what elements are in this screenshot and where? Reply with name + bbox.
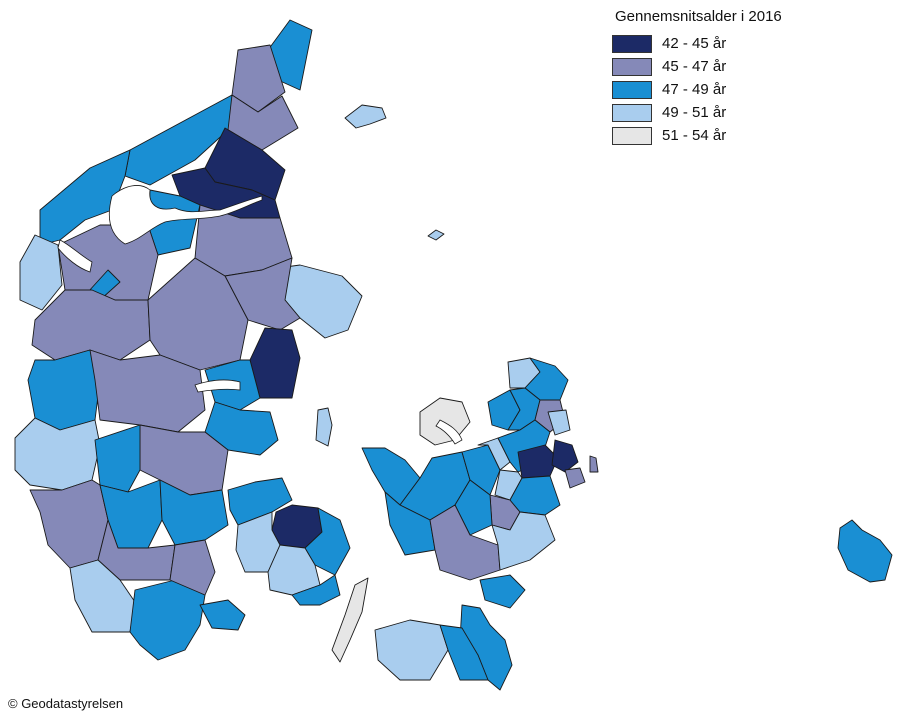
municipality (419, 397, 471, 446)
limfjord (108, 185, 263, 245)
municipality (199, 599, 246, 631)
municipality (14, 417, 101, 491)
island-anholt (427, 229, 445, 241)
municipality (27, 349, 101, 431)
municipality (439, 624, 489, 681)
fjord (435, 419, 463, 445)
municipality (19, 234, 63, 311)
copyright-credit: © Geodatastyrelsen (8, 696, 124, 711)
legend-label: 47 - 49 år (662, 81, 727, 98)
municipality (169, 539, 216, 596)
municipality (129, 579, 206, 661)
zealand (361, 357, 599, 691)
municipality (227, 477, 293, 526)
island-bornholm (837, 519, 893, 583)
legend-item: 45 - 47 år (612, 55, 812, 78)
legend-swatch (612, 80, 652, 99)
municipality (291, 574, 341, 606)
legend-label: 49 - 51 år (662, 104, 727, 121)
municipality (29, 479, 109, 569)
inland-water (57, 185, 463, 445)
municipality (589, 455, 599, 473)
municipality (491, 511, 556, 571)
legend-title: Gennemsnitsalder i 2016 (615, 8, 782, 25)
jutland (14, 19, 363, 661)
fjord (57, 239, 93, 273)
legend-item: 49 - 51 år (612, 101, 812, 124)
island-samso (315, 407, 333, 447)
legend-label: 42 - 45 år (662, 35, 727, 52)
municipality (461, 444, 501, 496)
legend-swatch (612, 126, 652, 145)
legend-item: 42 - 45 år (612, 32, 812, 55)
legend-swatch (612, 34, 652, 53)
municipality (267, 544, 321, 596)
municipality (479, 574, 526, 609)
funen (227, 477, 369, 663)
islands (315, 104, 893, 583)
legend-label: 51 - 54 år (662, 127, 727, 144)
municipality (547, 409, 571, 436)
legend-item: 47 - 49 år (612, 78, 812, 101)
legend-item: 51 - 54 år (612, 124, 812, 147)
legend-label: 45 - 47 år (662, 58, 727, 75)
legend: Gennemsnitsalder i 2016 42 - 45 år 45 - 4… (612, 8, 812, 147)
legend-swatch (612, 103, 652, 122)
legend-swatch (612, 57, 652, 76)
municipality (89, 349, 206, 433)
legend-rows: 42 - 45 år 45 - 47 år 47 - 49 år 49 - 51 år… (612, 32, 812, 147)
municipality (94, 424, 141, 493)
municipality (331, 577, 369, 663)
municipality (374, 619, 449, 681)
municipality (564, 467, 586, 489)
municipality (159, 479, 229, 546)
municipality (277, 264, 363, 339)
municipality (231, 44, 286, 113)
municipality (551, 439, 579, 473)
island-laeso (344, 104, 387, 129)
municipality (517, 444, 559, 479)
municipality (304, 507, 351, 576)
fjord (194, 379, 241, 393)
